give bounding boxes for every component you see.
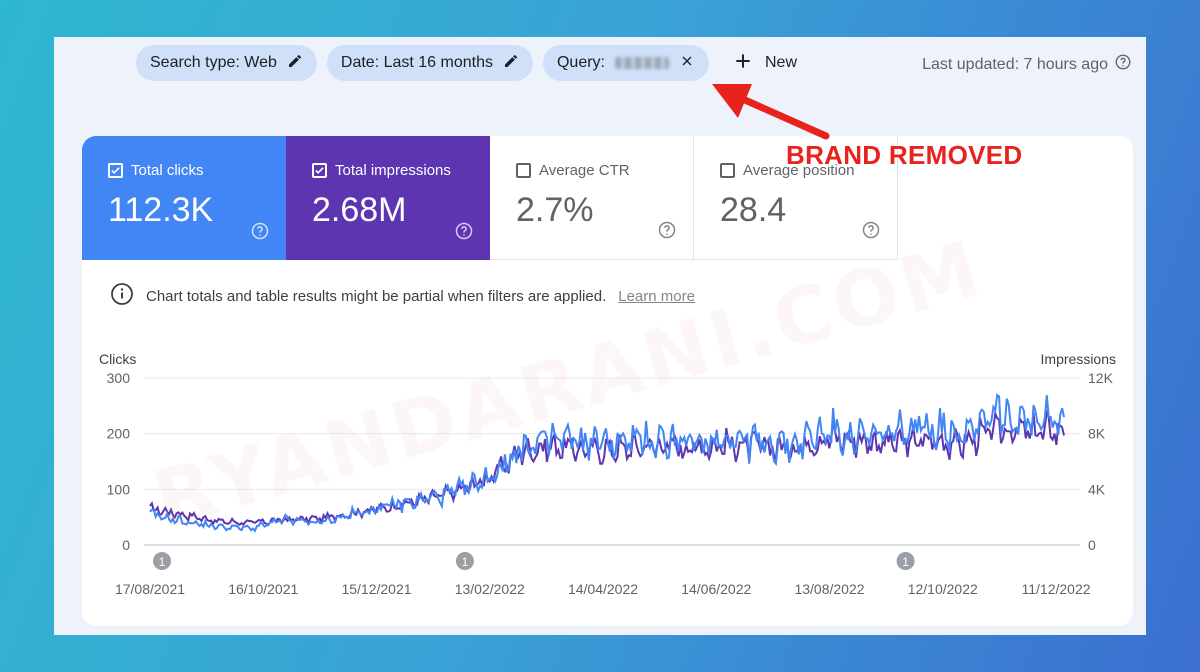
clicks-series-line	[149, 393, 1065, 533]
annotation-marker	[896, 552, 915, 570]
checkbox-unchecked-icon[interactable]	[516, 163, 531, 178]
x-tick-label: 17/08/2021	[115, 581, 185, 597]
learn-more-link[interactable]: Learn more	[618, 287, 695, 305]
y-left-tick-label: 100	[107, 481, 131, 497]
x-tick-label: 11/12/2022	[1021, 581, 1090, 597]
checkbox-checked-icon[interactable]	[312, 163, 327, 178]
help-icon[interactable]	[454, 221, 474, 246]
y-right-tick-label: 8K	[1088, 426, 1106, 442]
x-tick-label: 13/02/2022	[455, 581, 525, 597]
date-chip[interactable]: Date: Last 16 months	[326, 45, 533, 81]
metric-value: 2.68M	[312, 191, 407, 229]
partial-results-notice: Chart totals and table results might be …	[110, 282, 695, 310]
last-updated-text: Last updated: 7 hours ago	[922, 55, 1108, 73]
query-chip[interactable]: Query:	[542, 45, 709, 81]
y-right-axis-title: Impressions	[1041, 351, 1116, 367]
metric-average-ctr[interactable]: Average CTR 2.7%	[490, 136, 694, 260]
edit-pencil-icon[interactable]	[503, 53, 519, 74]
blurred-query-value	[615, 57, 669, 69]
annotation-marker-label: 1	[902, 555, 909, 569]
y-left-axis-title: Clicks	[99, 351, 136, 367]
close-icon[interactable]	[679, 53, 695, 74]
y-left-tick-label: 0	[122, 537, 130, 553]
metric-value: 28.4	[720, 191, 787, 229]
x-tick-label: 12/10/2022	[908, 581, 978, 597]
new-filter-button[interactable]: New	[733, 51, 797, 76]
metric-label: Average position	[743, 162, 855, 179]
metric-label: Total clicks	[131, 162, 204, 179]
help-icon[interactable]	[1114, 53, 1132, 76]
info-icon	[110, 282, 134, 310]
last-updated: Last updated: 7 hours ago	[922, 53, 1132, 76]
checkbox-checked-icon[interactable]	[108, 163, 123, 178]
y-right-tick-label: 0	[1088, 537, 1096, 553]
performance-chart: Clicks Impressions 300 12K 200 8K 100 4K 0 0 17/08…	[99, 351, 1116, 597]
x-tick-label: 14/06/2022	[681, 581, 751, 597]
metric-average-position[interactable]: Average position 28.4	[694, 136, 898, 260]
metric-value: 112.3K	[108, 191, 214, 229]
metric-tiles: Total clicks 112.3K Total impressions 2.…	[82, 136, 1133, 260]
query-label: Query:	[556, 54, 605, 71]
help-icon[interactable]	[250, 221, 270, 246]
metric-label: Average CTR	[539, 162, 630, 179]
metric-total-impressions[interactable]: Total impressions 2.68M	[286, 136, 490, 260]
annotation-marker	[455, 552, 474, 570]
date-label: Date: Last 16 months	[340, 54, 493, 71]
brand-removed-annotation: BRAND REMOVED	[786, 140, 1023, 170]
performance-card: Total clicks 112.3K Total impressions 2.…	[82, 136, 1133, 626]
metric-total-clicks[interactable]: Total clicks 112.3K	[82, 136, 286, 260]
annotation-marker-label: 1	[159, 555, 166, 569]
y-right-tick-label: 4K	[1088, 481, 1106, 497]
checkbox-unchecked-icon[interactable]	[720, 163, 735, 178]
search-type-chip[interactable]: Search type: Web	[136, 45, 317, 81]
annotation-marker	[153, 552, 171, 570]
notice-text: Chart totals and table results might be …	[146, 287, 607, 305]
plus-icon	[733, 51, 753, 76]
annotation-marker-label: 1	[462, 555, 469, 569]
x-tick-label: 13/08/2022	[794, 581, 864, 597]
y-right-tick-label: 12K	[1088, 370, 1114, 386]
metric-label: Total impressions	[335, 162, 451, 179]
x-tick-label: 16/10/2021	[228, 581, 298, 597]
x-tick-label: 14/04/2022	[568, 581, 638, 597]
help-icon[interactable]	[657, 220, 677, 245]
metric-value: 2.7%	[516, 191, 594, 229]
filter-bar: Search type: Web Date: Last 16 months Qu…	[136, 45, 797, 81]
new-filter-label: New	[765, 54, 798, 71]
edit-pencil-icon[interactable]	[287, 53, 303, 74]
x-tick-label: 15/12/2021	[341, 581, 411, 597]
y-left-tick-label: 200	[107, 426, 131, 442]
search-type-label: Search type: Web	[150, 54, 277, 71]
help-icon[interactable]	[861, 220, 881, 245]
y-left-tick-label: 300	[107, 370, 131, 386]
